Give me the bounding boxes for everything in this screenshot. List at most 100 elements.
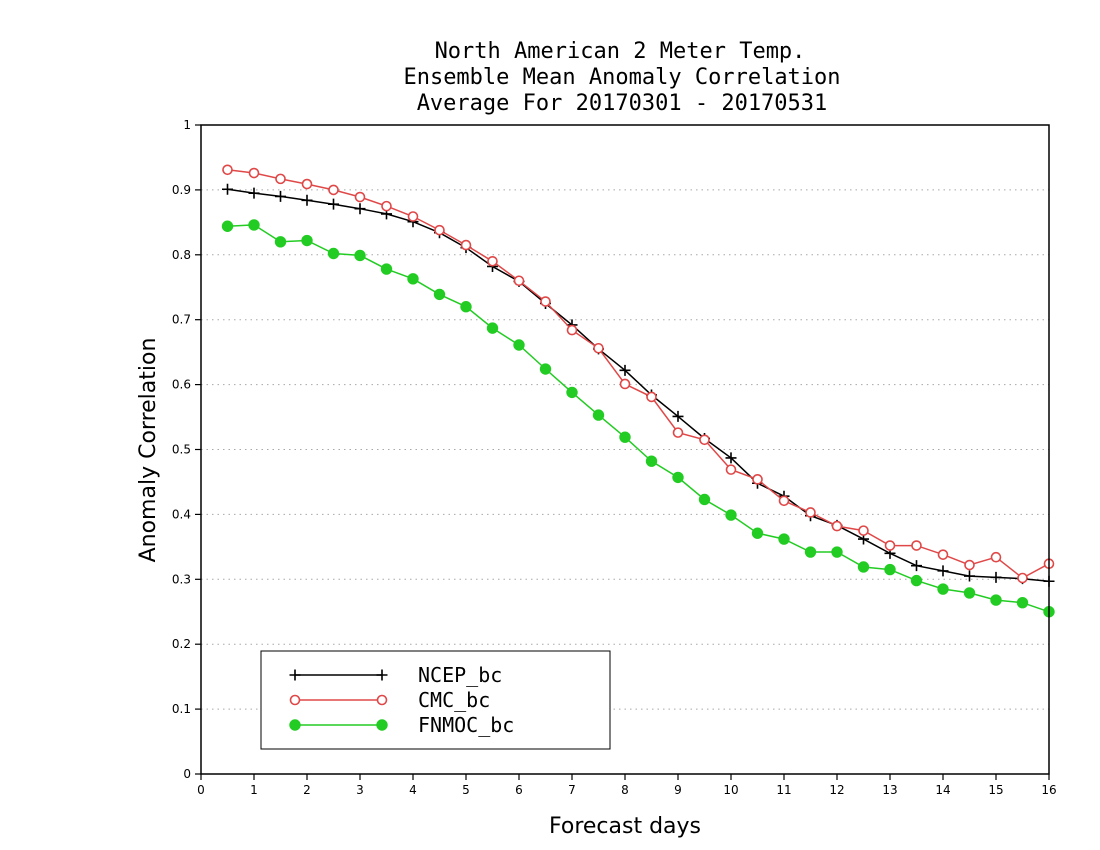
legend-item-fnmoc-bc: FNMOC_bc xyxy=(289,713,514,737)
legend-item-ncep-bc: NCEP_bc xyxy=(289,663,502,687)
y-tick-label: 0.4 xyxy=(172,507,191,521)
x-tick-label: 11 xyxy=(776,783,791,797)
y-tick-label: 0.1 xyxy=(172,702,191,716)
data-point-fnmoc-bc xyxy=(910,574,923,587)
series-line-ncep-bc xyxy=(227,188,1050,582)
series-layer xyxy=(221,164,1055,618)
y-tick-label: 0.2 xyxy=(172,637,191,651)
data-point-fnmoc-bc xyxy=(698,493,711,506)
data-point-ncep-bc xyxy=(301,194,313,206)
x-tick-label: 12 xyxy=(829,783,844,797)
series-fnmoc-bc xyxy=(221,219,1055,618)
data-point-fnmoc-bc xyxy=(221,220,234,232)
data-point-fnmoc-bc xyxy=(327,247,340,260)
legend-label-ncep-bc: NCEP_bc xyxy=(418,663,502,687)
data-point-fnmoc-bc xyxy=(884,563,896,576)
data-point-cmc-bc xyxy=(275,173,286,185)
data-point-cmc-bc xyxy=(513,275,525,287)
y-tick-label: 0 xyxy=(183,767,191,781)
data-point-cmc-bc xyxy=(593,342,604,354)
data-point-fnmoc-bc xyxy=(433,288,446,301)
legend-label-fnmoc-bc: FNMOC_bc xyxy=(418,713,514,737)
data-point-cmc-bc xyxy=(1017,572,1028,584)
data-point-cmc-bc xyxy=(460,239,472,251)
data-point-fnmoc-bc xyxy=(539,363,552,375)
data-point-cmc-bc xyxy=(646,391,657,403)
data-point-fnmoc-bc xyxy=(301,234,313,247)
x-tick-label: 14 xyxy=(935,783,950,797)
data-point-fnmoc-bc xyxy=(513,339,525,351)
data-point-cmc-bc xyxy=(752,474,763,485)
data-point-fnmoc-bc xyxy=(725,509,737,521)
x-tick-label: 3 xyxy=(356,783,364,797)
data-point-cmc-bc xyxy=(778,495,790,507)
data-point-cmc-bc xyxy=(301,178,313,190)
legend-marker-ncep-bc xyxy=(376,669,388,681)
data-point-cmc-bc xyxy=(407,211,419,222)
series-ncep-bc xyxy=(222,183,1055,587)
y-tick-label: 1 xyxy=(183,118,191,132)
x-tick-label: 9 xyxy=(674,783,682,797)
data-point-fnmoc-bc xyxy=(645,455,658,467)
x-tick-label: 4 xyxy=(409,783,417,797)
data-point-ncep-bc xyxy=(990,571,1002,583)
data-point-fnmoc-bc xyxy=(460,301,472,313)
data-point-ncep-bc xyxy=(248,187,260,199)
x-axis: 0 1 2 3 4 5 6 7 8 9 10 11 12 13 14 15 16 xyxy=(197,774,1057,797)
data-point-cmc-bc xyxy=(884,540,896,551)
data-point-fnmoc-bc xyxy=(354,249,366,262)
x-tick-label: 15 xyxy=(988,783,1003,797)
data-point-fnmoc-bc xyxy=(963,587,976,599)
data-point-fnmoc-bc xyxy=(857,561,870,573)
x-tick-label: 8 xyxy=(621,783,629,797)
series-cmc-bc xyxy=(222,164,1055,584)
data-point-fnmoc-bc xyxy=(566,386,578,399)
data-point-cmc-bc xyxy=(937,549,949,560)
data-point-cmc-bc xyxy=(831,520,843,532)
legend-marker-ncep-bc xyxy=(289,669,301,681)
data-point-cmc-bc xyxy=(911,540,922,551)
data-point-fnmoc-bc xyxy=(380,263,393,275)
data-point-cmc-bc xyxy=(328,184,339,196)
data-point-fnmoc-bc xyxy=(1016,596,1029,609)
y-tick-label: 0.3 xyxy=(172,572,191,586)
data-point-fnmoc-bc xyxy=(407,273,419,285)
data-point-ncep-bc xyxy=(354,203,366,215)
x-tick-label: 16 xyxy=(1041,783,1056,797)
data-point-cmc-bc xyxy=(354,191,366,203)
data-point-cmc-bc xyxy=(487,255,498,267)
data-point-ncep-bc xyxy=(964,570,975,582)
legend-marker-fnmoc-bc xyxy=(289,719,301,731)
data-point-cmc-bc xyxy=(248,167,260,179)
data-point-cmc-bc xyxy=(381,200,392,212)
x-tick-label: 1 xyxy=(250,783,258,797)
data-point-ncep-bc xyxy=(725,452,737,464)
x-tick-label: 6 xyxy=(515,783,523,797)
series-line-cmc-bc xyxy=(227,169,1050,579)
data-point-cmc-bc xyxy=(434,224,445,236)
x-axis-title: Forecast days xyxy=(549,814,701,839)
data-point-cmc-bc xyxy=(566,324,578,336)
data-point-ncep-bc xyxy=(275,190,286,202)
y-tick-label: 0.7 xyxy=(172,313,191,327)
series-line-fnmoc-bc xyxy=(227,224,1050,613)
data-point-cmc-bc xyxy=(699,434,710,446)
data-point-cmc-bc xyxy=(964,559,975,571)
data-point-fnmoc-bc xyxy=(486,322,499,334)
y-axis-title: Anomaly Correlation xyxy=(136,338,161,563)
legend-label-cmc-bc: CMC_bc xyxy=(418,688,490,712)
chart-title-line-2: Ensemble Mean Anomaly Correlation xyxy=(403,65,840,90)
x-tick-label: 5 xyxy=(462,783,470,797)
data-point-fnmoc-bc xyxy=(937,583,949,595)
data-point-cmc-bc xyxy=(672,427,684,438)
x-tick-label: 7 xyxy=(568,783,576,797)
data-point-cmc-bc xyxy=(858,525,869,536)
data-point-cmc-bc xyxy=(805,507,816,518)
data-point-cmc-bc xyxy=(222,164,233,176)
data-point-fnmoc-bc xyxy=(592,409,605,421)
x-tick-label: 13 xyxy=(882,783,897,797)
x-tick-label: 10 xyxy=(723,783,738,797)
data-point-cmc-bc xyxy=(725,464,737,475)
